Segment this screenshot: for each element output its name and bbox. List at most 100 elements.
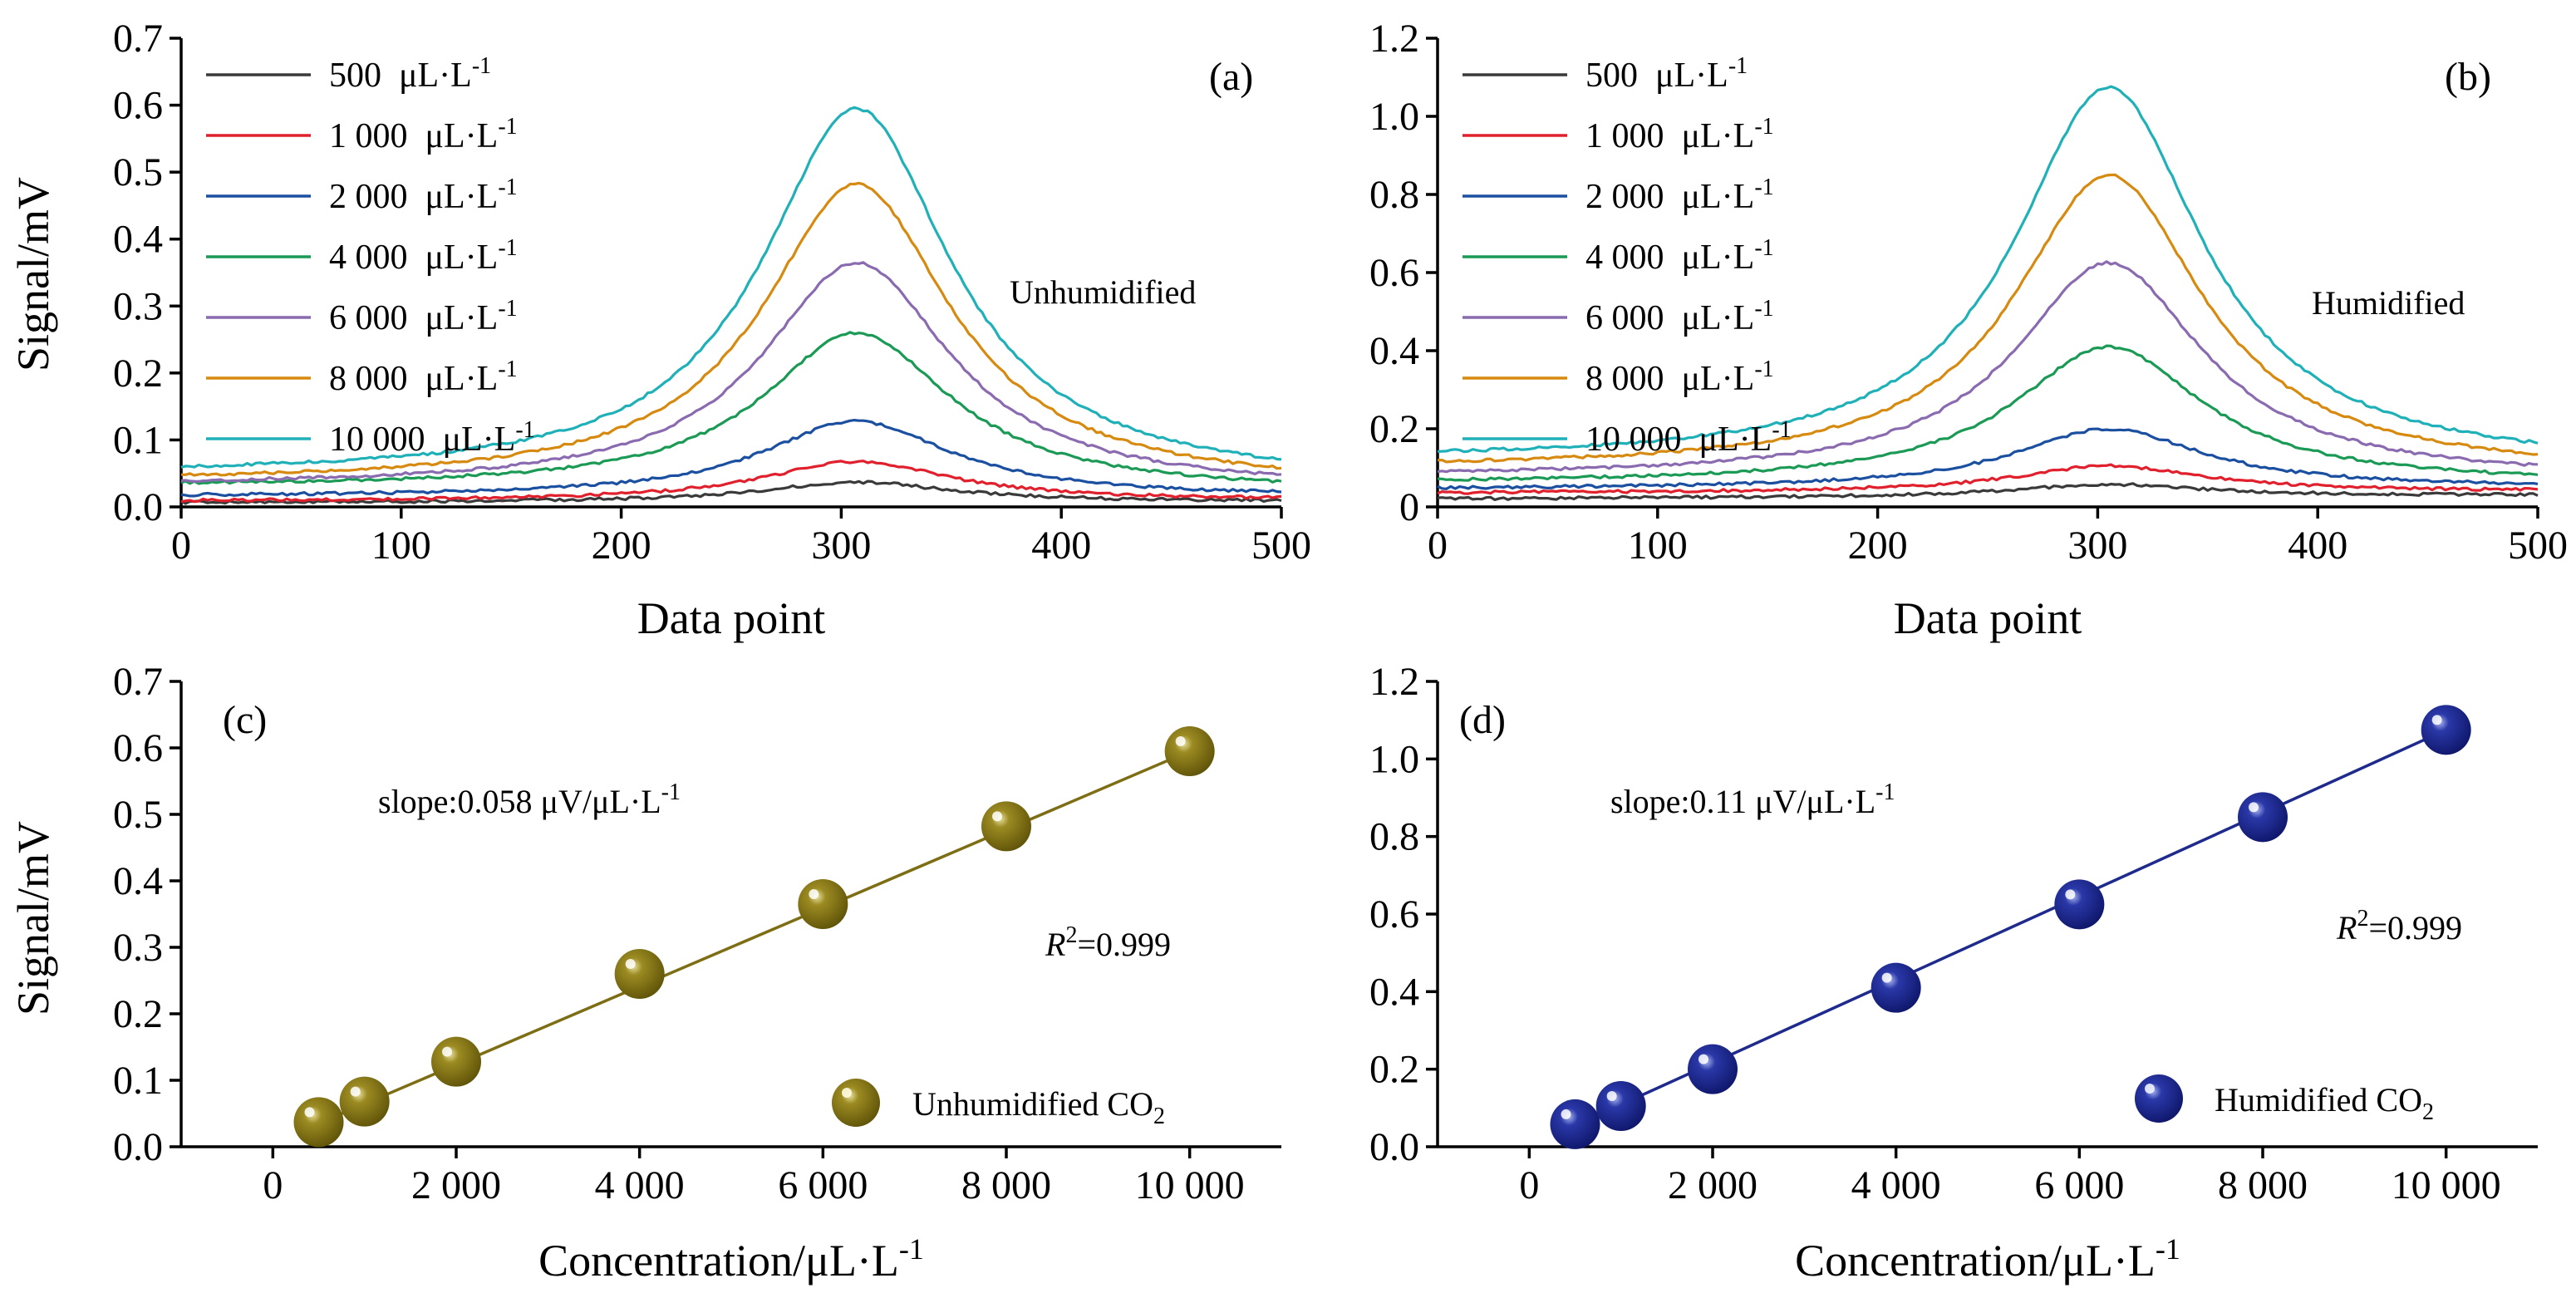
panel-b-legend: 500 μL·L-11 000 μL·L-12 000 μL·L-14 000 … — [1463, 53, 1792, 459]
panel-a-series-line — [180, 479, 1282, 505]
panel-c-slope-sup: -1 — [661, 779, 681, 805]
panel-c-x-tick-label: 8 000 — [961, 1163, 1051, 1207]
panel-d-x-tick-label: 4 000 — [1851, 1163, 1941, 1207]
panel-a-series-line — [180, 460, 1282, 504]
legend-unit: μL·L — [425, 238, 499, 277]
legend-unit: μL·L — [425, 117, 499, 155]
panel-d-y-tick-label: 1.0 — [1369, 737, 1419, 781]
panel-b-series-line — [1437, 427, 2539, 491]
panel-d-x-axis-title: Concentration/μL·L-1 — [1795, 1232, 2180, 1286]
panel-d-data-point-highlight — [1698, 1054, 1708, 1064]
panel-a-y-tick-label: 0.5 — [113, 150, 163, 194]
panel-b-series-line — [1437, 260, 2538, 474]
panel-d-r2-main: R — [2336, 909, 2357, 946]
panel-a-series-line — [180, 181, 1282, 477]
panel-d-x-tick-label: 8 000 — [2218, 1163, 2308, 1207]
panel-a-legend-label: 1 000 μL·L-1 — [329, 114, 518, 155]
legend-unit: μL·L — [1682, 360, 1755, 398]
panel-c-data-point-highlight — [304, 1107, 315, 1118]
panel-b-x-tick-label: 100 — [1628, 524, 1688, 568]
panel-a-legend: 500 μL·L-11 000 μL·L-12 000 μL·L-14 000 … — [206, 53, 535, 459]
panel-c-x-axis-title-main: Concentration/μL·L — [538, 1236, 899, 1286]
legend-unit: μL·L — [1682, 238, 1755, 277]
panel-b-plot: 0 100 200 300 400 500 0 0.2 0.4 0.6 0.8 1.0 1.2 — [1369, 17, 2568, 568]
panel-d-data-point-highlight — [2431, 715, 2442, 725]
panel-c-legend-marker-highlight — [842, 1088, 852, 1098]
panel-a-y-tick-label: 0.1 — [113, 418, 163, 462]
panel-d-tag: (d) — [1459, 698, 1506, 742]
panel-a-x-tick-label: 500 — [1251, 524, 1311, 568]
panel-a-x-tick-label: 400 — [1031, 524, 1091, 568]
legend-series-name: 10 000 — [1585, 420, 1699, 459]
panel-d-r2-sup: 2 — [2357, 906, 2368, 932]
legend-unit-sup: -1 — [498, 235, 517, 261]
legend-unit-sup: -1 — [498, 356, 517, 382]
panel-d-plot: 0 2 000 4 000 6 000 8 000 10 000 0.0 0.2 0.4 0.6 0… — [1369, 660, 2538, 1207]
panel-d-y-tick-label: 0.4 — [1369, 970, 1419, 1014]
panel-c-data-point-highlight — [809, 889, 819, 899]
legend-unit-sup: -1 — [515, 417, 534, 443]
panel-b-annotation: Humidified — [2312, 284, 2465, 322]
panel-a-legend-label: 4 000 μL·L-1 — [329, 235, 518, 277]
panel-c: 0 2 000 4 000 6 000 8 000 10 000 0.0 0.1 0.2 0.3 0… — [8, 660, 1281, 1286]
legend-unit: μL·L — [1655, 57, 1728, 95]
panel-b-y-tick-label: 0.4 — [1369, 329, 1419, 373]
panel-c-x-tick-label: 10 000 — [1135, 1163, 1245, 1207]
panel-a-x-tick-label: 100 — [371, 524, 431, 568]
panel-a-series-line — [180, 331, 1282, 485]
legend-unit: μL·L — [425, 178, 499, 216]
panel-a-legend-label: 6 000 μL·L-1 — [329, 296, 518, 337]
panel-c-legend-main: Unhumidified CO — [912, 1085, 1153, 1123]
panel-a-y-tick-label: 0.2 — [113, 352, 163, 396]
legend-unit: μL·L — [425, 299, 499, 337]
panel-c-data-point — [798, 879, 848, 929]
panel-a-series-line — [180, 106, 1282, 469]
panel-c-legend-marker — [832, 1079, 880, 1127]
legend-series-name: 8 000 — [1585, 360, 1682, 398]
panel-d-y-tick-label: 0.0 — [1369, 1125, 1419, 1169]
panel-a-x-tick-label: 200 — [592, 524, 651, 568]
panel-d-x-tick-label: 0 — [1519, 1163, 1539, 1207]
panel-b-legend-label: 10 000 μL·L-1 — [1585, 417, 1792, 459]
panel-c-x-tick-label: 4 000 — [595, 1163, 685, 1207]
panel-d-legend-sub: 2 — [2422, 1099, 2434, 1125]
panel-d: 0 2 000 4 000 6 000 8 000 10 000 0.0 0.2 0.4 0.6 0… — [1369, 660, 2538, 1286]
panel-c-data-point — [293, 1097, 344, 1148]
panel-c-y-tick-label: 0.6 — [113, 726, 163, 770]
legend-unit: μL·L — [1682, 117, 1755, 155]
panel-a: 0 100 200 300 400 500 0.0 0.1 0.2 0.3 0.4 0.5 0.6 0.7… — [8, 17, 1311, 643]
panel-b-y-tick-label: 1.0 — [1369, 95, 1419, 139]
panel-a-legend-label: 10 000 μL·L-1 — [329, 417, 535, 459]
legend-unit-sup: -1 — [1772, 417, 1791, 443]
panel-a-y-tick-label: 0.0 — [113, 485, 163, 529]
panel-b-x-tick-label: 400 — [2288, 524, 2347, 568]
legend-series-name: 6 000 — [1585, 299, 1682, 337]
panel-a-y-tick-label: 0.7 — [113, 17, 163, 61]
legend-unit-sup: -1 — [498, 296, 517, 322]
panel-c-data-point-highlight — [350, 1086, 361, 1097]
panel-c-r2-text: R2=0.999 — [1045, 922, 1171, 963]
panel-a-x-tick-label: 0 — [171, 524, 191, 568]
legend-unit: μL·L — [399, 57, 472, 95]
panel-d-data-point — [2054, 879, 2105, 930]
panel-d-y-tick-label: 0.2 — [1369, 1048, 1419, 1092]
panel-d-data-point — [1871, 962, 1921, 1013]
legend-unit: μL·L — [425, 360, 499, 398]
panel-b-x-tick-label: 200 — [1848, 524, 1908, 568]
panel-c-data-point — [614, 949, 665, 999]
legend-series-name: 4 000 — [1585, 238, 1682, 277]
panel-d-legend-marker — [2135, 1074, 2183, 1123]
panel-d-data-point-highlight — [2065, 889, 2076, 900]
legend-unit-sup: -1 — [1754, 175, 1773, 200]
panel-d-slope-text: slope:0.11 μV/μL·L-1 — [1610, 779, 1895, 820]
legend-unit: μL·L — [1699, 420, 1772, 459]
panel-d-data-point — [2421, 705, 2471, 755]
panel-d-y-tick-label: 0.8 — [1369, 815, 1419, 859]
panel-b-series-line — [1437, 463, 2539, 495]
panel-b-legend-label: 500 μL·L-1 — [1585, 53, 1748, 95]
panel-c-data-point-highlight — [442, 1046, 452, 1057]
legend-series-name: 1 000 — [329, 117, 425, 155]
panel-d-x-axis-title-main: Concentration/μL·L — [1795, 1236, 2156, 1286]
panel-c-x-axis-title-sup: -1 — [899, 1232, 924, 1266]
